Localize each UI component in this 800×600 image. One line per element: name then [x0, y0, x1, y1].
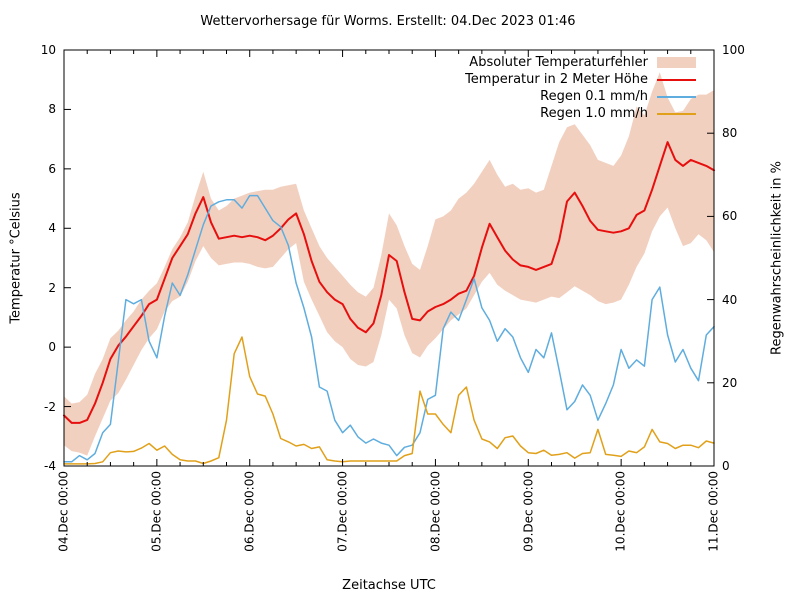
y-right-tick-label: 40	[722, 292, 738, 307]
y-right-tick-label: 60	[722, 209, 738, 224]
y-left-tick-label: -2	[44, 399, 56, 414]
x-tick-label: 11.Dec 00:00	[707, 471, 721, 552]
legend-band-swatch	[657, 56, 696, 69]
legend-item: Temperatur in 2 Meter Höhe	[465, 71, 696, 88]
legend-label: Absoluter Temperaturfehler	[469, 55, 648, 70]
legend-label: Regen 0.1 mm/h	[540, 89, 648, 104]
legend-line-sample	[657, 90, 696, 103]
x-tick-label: 08.Dec 00:00	[428, 471, 443, 552]
x-tick-label: 06.Dec 00:00	[242, 471, 257, 552]
band-swatch-icon	[657, 57, 696, 68]
x-tick-label: 10.Dec 00:00	[614, 471, 629, 552]
legend-item: Absoluter Temperaturfehler	[465, 54, 696, 71]
x-tick-label: 07.Dec 00:00	[335, 471, 350, 552]
y-left-tick-label: 2	[48, 280, 56, 295]
x-axis-title: Zeitachse UTC	[342, 578, 436, 593]
legend-line-sample	[657, 107, 696, 120]
chart-title: Wettervorhersage für Worms. Erstellt: 04…	[200, 14, 576, 29]
legend-label: Regen 1.0 mm/h	[540, 106, 648, 121]
y-right-tick-label: 100	[722, 43, 745, 57]
x-tick-label: 04.Dec 00:00	[57, 471, 71, 552]
temperature-line	[63, 141, 715, 424]
y-right-tick-label: 80	[722, 126, 738, 141]
rain-10-line	[63, 336, 715, 465]
y-left-tick-label: 10	[40, 43, 56, 57]
line-sample-icon	[657, 79, 696, 81]
legend-item: Regen 1.0 mm/h	[465, 105, 696, 122]
y-right-tick-label: 20	[722, 375, 738, 390]
legend-label: Temperatur in 2 Meter Höhe	[465, 72, 648, 87]
y-right-tick-label: 0	[722, 459, 730, 473]
line-sample-icon	[657, 113, 696, 115]
temperature-error-band	[64, 72, 714, 456]
y-left-tick-label: 6	[48, 161, 56, 176]
rain-01-line	[63, 194, 715, 463]
x-tick-label: 05.Dec 00:00	[149, 471, 164, 552]
y-left-tick-label: 4	[48, 221, 56, 236]
y-left-tick-label: 0	[48, 340, 56, 355]
legend: Absoluter Temperaturfehler Temperatur in …	[465, 54, 696, 122]
legend-line-sample	[657, 73, 696, 86]
y-left-tick-label: -4	[44, 459, 56, 473]
y-left-tick-label: 8	[48, 102, 56, 117]
legend-item: Regen 0.1 mm/h	[465, 88, 696, 105]
x-tick-label: 09.Dec 00:00	[521, 471, 536, 552]
line-sample-icon	[657, 96, 696, 98]
